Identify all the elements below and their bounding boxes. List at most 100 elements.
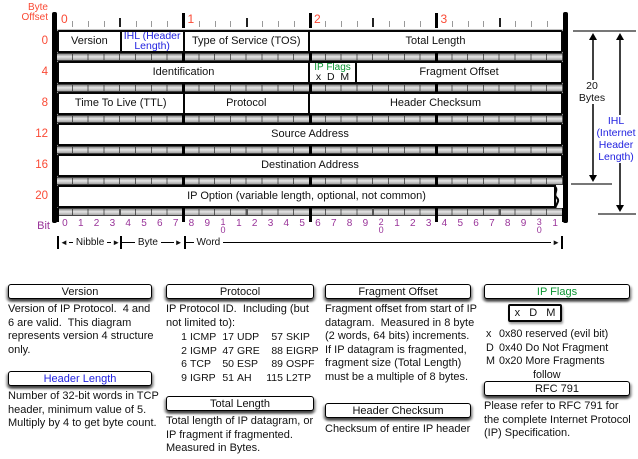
- left-arrowhead-icon: ◄: [60, 237, 68, 247]
- bit-number: 4: [441, 218, 448, 229]
- bit-number: 4: [125, 218, 131, 229]
- bit-number: 9: [520, 218, 527, 229]
- ruler-tick: [308, 13, 312, 28]
- field-destination-address: Destination Address: [59, 156, 561, 175]
- ruler-tick: [356, 21, 358, 27]
- protocol-entry: 51 AH: [217, 372, 266, 386]
- top-byte-number: 3: [440, 12, 448, 26]
- byte-mark: [308, 53, 312, 61]
- nibble-tick: [119, 208, 122, 215]
- field-ip-option-variable-length-optional-not-common: IP Option (variable length, optional, no…: [59, 187, 556, 206]
- protocol-entry: 47 GRE: [217, 345, 266, 359]
- protocol-entry: 88 EIGRP: [266, 345, 320, 359]
- bit-number: 3: [425, 218, 432, 229]
- bit-number: 7: [489, 218, 495, 229]
- flag-definitions: x 0x80 reserved (evil bit) D 0x40 Do Not Fr…: [486, 328, 636, 382]
- header-row-offset-16: Destination Address: [57, 154, 563, 177]
- bit-number: 9: [204, 218, 210, 229]
- top-byte-number: 1: [187, 12, 195, 26]
- table-left-bar: [52, 12, 57, 223]
- bit-number-tens: 1: [220, 217, 226, 227]
- protocol-id-table: 1 ICMP 17 UDP 57 SKIP 2 IGMP 47 GRE 88 EIGRP 6 TCP 50 E…: [170, 331, 320, 385]
- protocol-name: SKIP: [286, 331, 310, 343]
- bit-number: 5: [141, 218, 147, 229]
- flag-definition-text: 0x20 More Fragments: [499, 355, 605, 367]
- bit-ruler-band: [57, 84, 563, 92]
- ruler-tick: [420, 21, 422, 27]
- protocol-number: 47: [222, 344, 234, 357]
- byte-mark: [182, 177, 185, 185]
- byte-mark: [435, 53, 438, 61]
- flag-definition-letter: x: [486, 328, 492, 340]
- byte-mark: [182, 115, 185, 123]
- ruler-tick: [451, 21, 453, 27]
- ruler-tick: [167, 21, 169, 27]
- ruler-tick: [404, 21, 406, 27]
- protocol-name: OSPF: [286, 358, 315, 370]
- protocol-entry: 9 IGRP: [170, 372, 217, 386]
- byte-mark: [435, 84, 438, 92]
- bit-number: 1: [552, 218, 558, 229]
- field-label: IP Option (variable length, optional, no…: [187, 190, 426, 203]
- ruler-tick: [182, 13, 185, 28]
- protocol-name: ICMP: [190, 331, 217, 343]
- field-protocol: Protocol: [185, 94, 310, 113]
- row-offset-label: 16: [35, 159, 48, 171]
- field-label: Type of Service (TOS): [191, 35, 301, 48]
- word-scale: Word ►: [183, 236, 563, 249]
- total-length-note-title: Total Length: [166, 396, 314, 411]
- byte-mark: [435, 146, 438, 154]
- protocol-number: 88: [271, 344, 283, 357]
- flag-definition-letter: M: [486, 355, 495, 367]
- bit-number: 7: [330, 218, 337, 229]
- bit-ruler-band: [57, 53, 563, 61]
- bit-number: 2: [251, 218, 258, 229]
- bit-number: 4: [283, 218, 290, 229]
- bit-number: 2: [410, 218, 416, 229]
- flag-letter: M: [340, 71, 350, 82]
- ruler-tick: [151, 21, 153, 27]
- header-row-offset-8: Time To Live (TTL) Protocol Header Checksu…: [57, 92, 563, 115]
- row-offset-label: 8: [41, 97, 48, 109]
- ruler-tick: [341, 21, 343, 27]
- right-arrowhead-icon: ►: [112, 237, 121, 247]
- ruler-tick: [435, 13, 438, 28]
- field-label: IHL (Header Length): [123, 32, 181, 51]
- byte-label: Byte: [137, 237, 158, 248]
- total-length-note-body: Total length of IP datagram, or IP fragm…: [166, 415, 317, 454]
- protocol-note-title: Protocol: [166, 284, 314, 299]
- top-ruler-baseline: [57, 29, 563, 30]
- byte-mark: [308, 84, 312, 92]
- field-label: Source Address: [271, 128, 349, 141]
- protocol-number: 57: [271, 331, 283, 343]
- field-label: Fragment Offset: [419, 66, 499, 79]
- bit-number: 7: [172, 218, 179, 229]
- bit-ruler-band: [57, 177, 563, 185]
- word-label: Word: [196, 237, 221, 248]
- bit-number: 1: [77, 218, 84, 229]
- bit-ruler-band: [57, 115, 563, 123]
- ruler-tick: [103, 21, 105, 27]
- nibble-tick: [372, 208, 375, 215]
- rfc-note-title: RFC 791: [484, 381, 630, 396]
- bit-number: 6: [315, 218, 321, 229]
- field-version: Version: [59, 32, 122, 51]
- bit-number: 3: [267, 218, 274, 229]
- header-row-offset-4: Identification IP Flags x D M Fragment Offset: [57, 61, 563, 84]
- flag-definition-text: 0x40 Do Not Fragment: [499, 341, 609, 354]
- protocol-entry: 6 TCP: [170, 358, 217, 372]
- protocol-name: IGMP: [190, 344, 217, 357]
- byte-tick: [55, 208, 59, 222]
- flag-letter: M: [546, 307, 556, 319]
- protocol-name: L2TP: [286, 371, 312, 384]
- protocol-entry: 2 IGMP: [170, 345, 217, 359]
- field-label: Time To Live (TTL): [74, 97, 167, 110]
- ruler-tick: [467, 21, 469, 27]
- byte-mark: [182, 53, 185, 61]
- field-ihl-header-length: IHL (Header Length): [122, 32, 185, 51]
- byte-tick: [435, 208, 438, 222]
- protocol-name: IGRP: [190, 371, 216, 384]
